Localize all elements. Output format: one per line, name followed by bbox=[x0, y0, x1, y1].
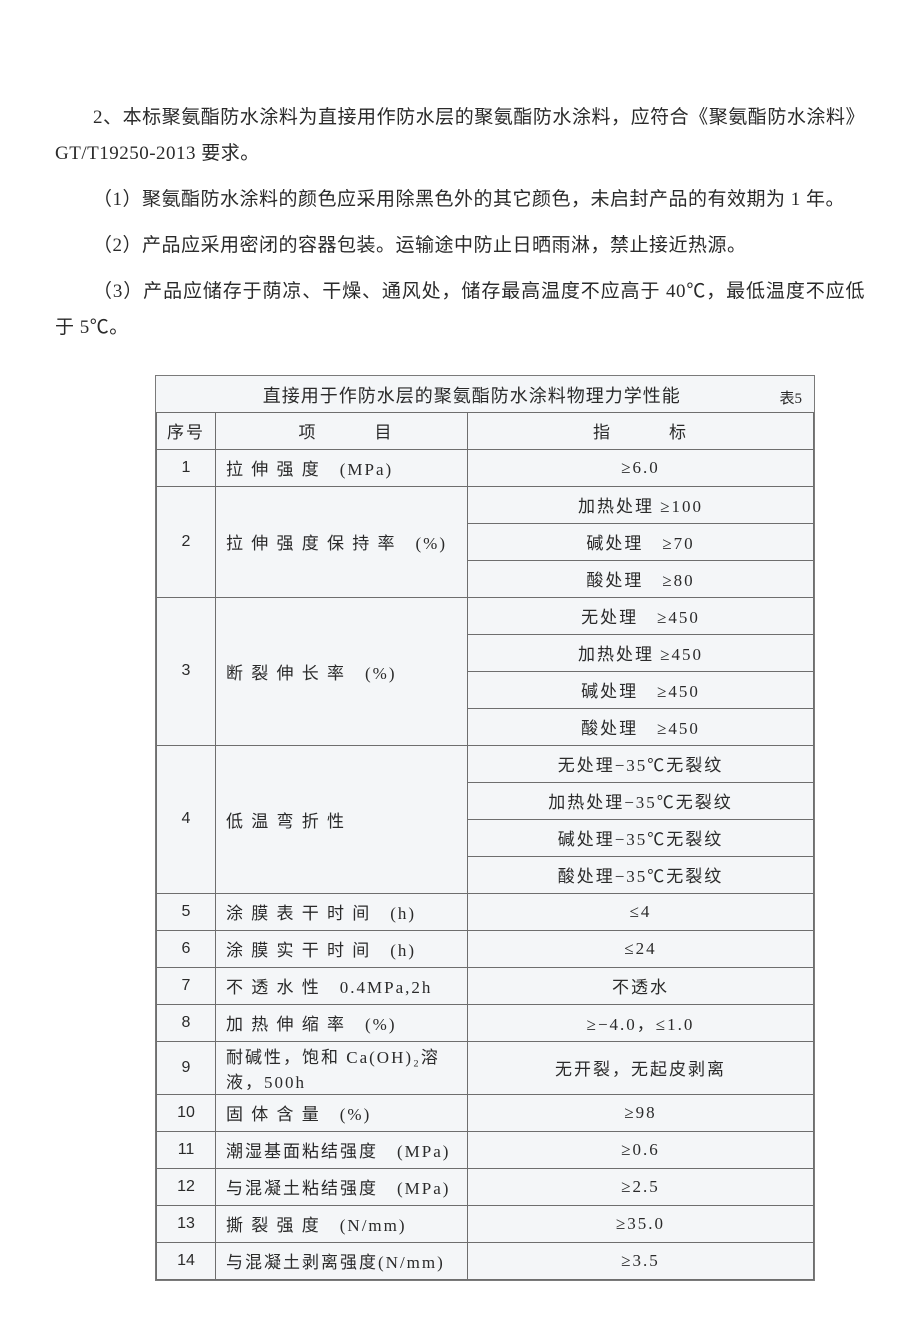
cell-seq: 9 bbox=[157, 1041, 216, 1094]
cell-item: 潮湿基面粘结强度 (MPa) bbox=[216, 1131, 468, 1168]
cell-seq: 13 bbox=[157, 1205, 216, 1242]
table-row: 14与混凝土剥离强度(N/mm)≥3.5 bbox=[157, 1242, 814, 1279]
cell-seq: 11 bbox=[157, 1131, 216, 1168]
cell-indicator: 不透水 bbox=[468, 967, 814, 1004]
col-header-seq: 序号 bbox=[157, 412, 216, 449]
table-row: 13撕 裂 强 度 (N/mm)≥35.0 bbox=[157, 1205, 814, 1242]
cell-indicator: 加热处理 ≥450 bbox=[468, 634, 814, 671]
col-header-item: 项 目 bbox=[216, 412, 468, 449]
document-page: 2、本标聚氨酯防水涂料为直接用作防水层的聚氨酯防水涂料，应符合《聚氨酯防水涂料》… bbox=[0, 0, 920, 1341]
table-row: 12与混凝土粘结强度 (MPa)≥2.5 bbox=[157, 1168, 814, 1205]
cell-indicator: ≥3.5 bbox=[468, 1242, 814, 1279]
cell-indicator: 无处理 ≥450 bbox=[468, 597, 814, 634]
paragraph: （3）产品应储存于荫凉、干燥、通风处，储存最高温度不应高于 40℃，最低温度不应… bbox=[55, 274, 865, 346]
table-caption-number: 表5 bbox=[779, 387, 806, 408]
cell-seq: 3 bbox=[157, 597, 216, 745]
table-caption-title: 直接用于作防水层的聚氨酯防水涂料物理力学性能 bbox=[164, 382, 779, 408]
cell-item: 拉 伸 强 度 保 持 率 (%) bbox=[216, 486, 468, 597]
cell-item: 拉 伸 强 度 (MPa) bbox=[216, 449, 468, 486]
table-row: 8加 热 伸 缩 率 (%)≥−4.0，≤1.0 bbox=[157, 1004, 814, 1041]
cell-seq: 2 bbox=[157, 486, 216, 597]
properties-table-wrap: 直接用于作防水层的聚氨酯防水涂料物理力学性能 表5 序号 项 目 指 标 1拉 … bbox=[155, 375, 815, 1281]
table-row: 4低 温 弯 折 性无处理−35℃无裂纹 bbox=[157, 745, 814, 782]
table-row: 5涂 膜 表 干 时 间 (h)≤4 bbox=[157, 893, 814, 930]
cell-indicator: ≤4 bbox=[468, 893, 814, 930]
cell-seq: 1 bbox=[157, 449, 216, 486]
table-body: 1拉 伸 强 度 (MPa)≥6.02拉 伸 强 度 保 持 率 (%)加热处理… bbox=[157, 449, 814, 1279]
cell-item: 与混凝土粘结强度 (MPa) bbox=[216, 1168, 468, 1205]
paragraph: （1）聚氨酯防水涂料的颜色应采用除黑色外的其它颜色，未启封产品的有效期为 1 年… bbox=[55, 182, 865, 218]
cell-indicator: ≥98 bbox=[468, 1094, 814, 1131]
cell-indicator: ≥35.0 bbox=[468, 1205, 814, 1242]
paragraph: （2）产品应采用密闭的容器包装。运输途中防止日晒雨淋，禁止接近热源。 bbox=[55, 228, 865, 264]
cell-indicator: 碱处理 ≥450 bbox=[468, 671, 814, 708]
cell-item: 加 热 伸 缩 率 (%) bbox=[216, 1004, 468, 1041]
paragraph: 2、本标聚氨酯防水涂料为直接用作防水层的聚氨酯防水涂料，应符合《聚氨酯防水涂料》… bbox=[55, 100, 865, 172]
cell-seq: 10 bbox=[157, 1094, 216, 1131]
table-row: 11潮湿基面粘结强度 (MPa)≥0.6 bbox=[157, 1131, 814, 1168]
cell-indicator: 无开裂，无起皮剥离 bbox=[468, 1041, 814, 1094]
cell-indicator: 加热处理−35℃无裂纹 bbox=[468, 782, 814, 819]
table-row: 3断 裂 伸 长 率 (%)无处理 ≥450 bbox=[157, 597, 814, 634]
cell-indicator: 碱处理 ≥70 bbox=[468, 523, 814, 560]
cell-item: 涂 膜 表 干 时 间 (h) bbox=[216, 893, 468, 930]
cell-item: 不 透 水 性 0.4MPa,2h bbox=[216, 967, 468, 1004]
table-row: 10固 体 含 量 (%)≥98 bbox=[157, 1094, 814, 1131]
properties-table: 序号 项 目 指 标 1拉 伸 强 度 (MPa)≥6.02拉 伸 强 度 保 … bbox=[156, 412, 814, 1280]
cell-indicator: 碱处理−35℃无裂纹 bbox=[468, 819, 814, 856]
table-row: 6涂 膜 实 干 时 间 (h)≤24 bbox=[157, 930, 814, 967]
cell-seq: 5 bbox=[157, 893, 216, 930]
cell-item: 固 体 含 量 (%) bbox=[216, 1094, 468, 1131]
cell-indicator: ≥6.0 bbox=[468, 449, 814, 486]
cell-seq: 12 bbox=[157, 1168, 216, 1205]
cell-item: 涂 膜 实 干 时 间 (h) bbox=[216, 930, 468, 967]
cell-item: 耐碱性，饱和 Ca(OH)₂溶液，500h bbox=[216, 1041, 468, 1094]
cell-item: 断 裂 伸 长 率 (%) bbox=[216, 597, 468, 745]
cell-item: 低 温 弯 折 性 bbox=[216, 745, 468, 893]
cell-seq: 8 bbox=[157, 1004, 216, 1041]
cell-item: 撕 裂 强 度 (N/mm) bbox=[216, 1205, 468, 1242]
table-row: 7不 透 水 性 0.4MPa,2h不透水 bbox=[157, 967, 814, 1004]
cell-seq: 6 bbox=[157, 930, 216, 967]
col-header-indicator: 指 标 bbox=[468, 412, 814, 449]
cell-indicator: 酸处理 ≥80 bbox=[468, 560, 814, 597]
table-row: 9耐碱性，饱和 Ca(OH)₂溶液，500h无开裂，无起皮剥离 bbox=[157, 1041, 814, 1094]
table-row: 2拉 伸 强 度 保 持 率 (%)加热处理 ≥100 bbox=[157, 486, 814, 523]
cell-indicator: ≤24 bbox=[468, 930, 814, 967]
cell-indicator: ≥2.5 bbox=[468, 1168, 814, 1205]
cell-indicator: 酸处理 ≥450 bbox=[468, 708, 814, 745]
prose-block: 2、本标聚氨酯防水涂料为直接用作防水层的聚氨酯防水涂料，应符合《聚氨酯防水涂料》… bbox=[55, 100, 865, 347]
table-row: 1拉 伸 强 度 (MPa)≥6.0 bbox=[157, 449, 814, 486]
cell-indicator: 加热处理 ≥100 bbox=[468, 486, 814, 523]
cell-seq: 4 bbox=[157, 745, 216, 893]
cell-indicator: ≥−4.0，≤1.0 bbox=[468, 1004, 814, 1041]
cell-indicator: 无处理−35℃无裂纹 bbox=[468, 745, 814, 782]
cell-item: 与混凝土剥离强度(N/mm) bbox=[216, 1242, 468, 1279]
table-header-row: 序号 项 目 指 标 bbox=[157, 412, 814, 449]
table-caption: 直接用于作防水层的聚氨酯防水涂料物理力学性能 表5 bbox=[156, 376, 814, 412]
cell-seq: 14 bbox=[157, 1242, 216, 1279]
cell-seq: 7 bbox=[157, 967, 216, 1004]
cell-indicator: 酸处理−35℃无裂纹 bbox=[468, 856, 814, 893]
cell-indicator: ≥0.6 bbox=[468, 1131, 814, 1168]
